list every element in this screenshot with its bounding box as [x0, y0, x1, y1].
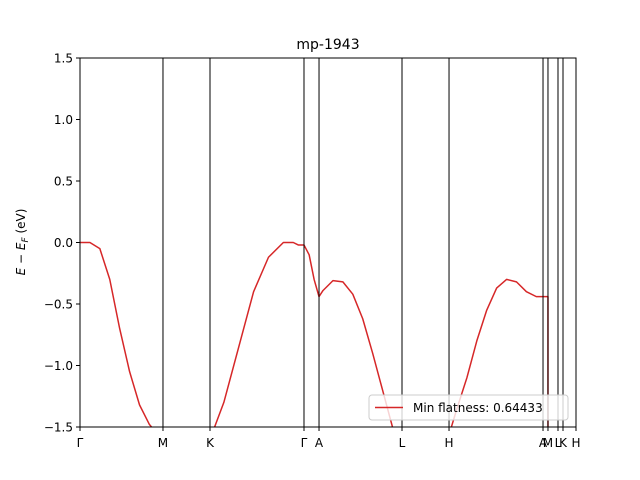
chart-title: mp-1943 [296, 37, 359, 53]
y-tick-layer: −1.5 −1.0 −0.5 0.0 0.5 1.0 1.5 [44, 52, 80, 435]
series-layer [80, 241, 549, 427]
x-tick-label: M [543, 436, 553, 450]
plot-frame [79, 57, 577, 428]
x-tick-label: H [571, 436, 580, 450]
y-tick-label: −1.5 [44, 421, 73, 435]
y-tick-label: −0.5 [44, 298, 73, 312]
x-tick-label: Γ [77, 436, 84, 450]
legend: Min flatness: 0.64433 [368, 394, 569, 421]
x-tick-label: Γ [301, 436, 308, 450]
x-tick-label: L [555, 436, 562, 450]
y-tick-label: 0.0 [54, 236, 73, 250]
y-axis-label: E − EF (eV) [14, 209, 31, 276]
legend-box [368, 394, 569, 421]
legend-label: Min flatness: 0.64433 [413, 401, 543, 415]
x-tick-layer: Γ M K Γ A L H AM LK H [77, 58, 581, 450]
y-tick-label: −1.0 [44, 359, 73, 373]
svg-text:E − EF (eV): E − EF (eV) [14, 209, 31, 276]
x-tick-label: H [445, 436, 454, 450]
x-tick-label: M [158, 436, 168, 450]
x-tick-label: K [206, 436, 215, 450]
band-line [80, 241, 549, 427]
x-tick-label: A [315, 436, 324, 450]
x-tick-label: A [539, 436, 548, 450]
x-tick-label: L [399, 436, 406, 450]
y-tick-label: 1.5 [54, 52, 73, 66]
y-tick-label: 1.0 [54, 113, 73, 127]
y-tick-label: 0.5 [54, 175, 73, 189]
x-tick-label: K [559, 436, 568, 450]
